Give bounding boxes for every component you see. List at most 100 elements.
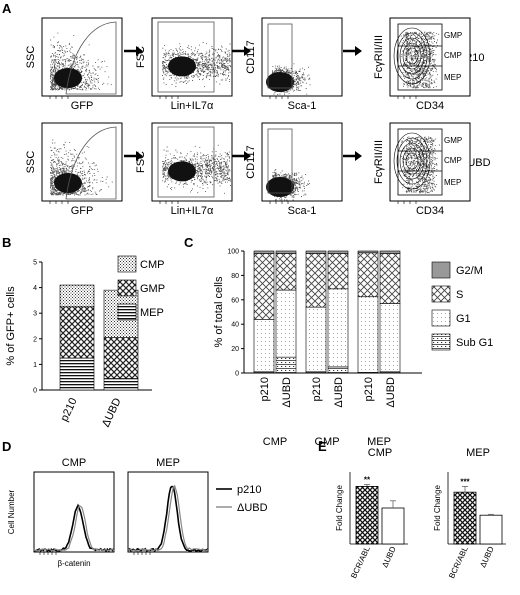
- bar-segment: [379, 303, 401, 373]
- bar: [355, 485, 379, 545]
- contour-line: [393, 27, 431, 85]
- x-tick-label: p210: [311, 377, 323, 401]
- x-tick-label: p210: [58, 396, 79, 423]
- group-label: CMP: [263, 436, 287, 448]
- gate-label-gmp: GMP: [444, 31, 462, 40]
- bar-segment: [305, 306, 327, 373]
- bar-segment: [357, 250, 379, 254]
- y-axis-label: SSC: [25, 46, 37, 69]
- contour-line: [402, 147, 422, 175]
- y-axis-label: FcγRII/III: [373, 140, 385, 184]
- gate-label-mep: MEP: [444, 178, 461, 187]
- bar-segment: [253, 250, 275, 254]
- panel-b-letter: B: [2, 235, 11, 250]
- dot-plot: GFP SSC: [25, 17, 123, 112]
- dense-population: [266, 177, 294, 197]
- y-tick-label: 20: [231, 346, 239, 353]
- y-axis-label: Cell Number: [7, 489, 16, 534]
- legend-swatch: [431, 261, 451, 279]
- contour-line: [396, 137, 428, 185]
- bar-segment: [253, 253, 275, 320]
- arrow-head: [244, 46, 251, 56]
- legend-label: MEP: [140, 307, 164, 319]
- dot-plot: Sca-1 CD117: [245, 17, 343, 112]
- fold-change-chart: CMP Fold Change BCR/ABL ΔUBD **: [335, 447, 408, 580]
- bar-segment: [275, 250, 297, 254]
- panel-e: CMP Fold Change BCR/ABL ΔUBD ** MEP Fold Chang…: [335, 447, 506, 580]
- group-label: MEP: [367, 436, 391, 448]
- legend-swatch: [431, 333, 451, 351]
- y-tick-label: 1: [33, 362, 37, 369]
- histogram-curve: [33, 504, 115, 552]
- bar-segment: [327, 253, 349, 290]
- group-label: GMP: [314, 436, 339, 448]
- legend-label: G1: [456, 313, 471, 325]
- arrow-head: [355, 151, 362, 161]
- gate-outline: [65, 126, 117, 200]
- legend-label: G2/M: [456, 265, 483, 277]
- legend-label: CMP: [140, 259, 164, 271]
- legend-label: Sub G1: [456, 337, 493, 349]
- contour-line: [402, 42, 422, 70]
- plot-frame: [127, 471, 209, 553]
- y-tick-label: 4: [33, 285, 37, 292]
- histogram-plot: CMP: [33, 457, 115, 555]
- gate-box: [397, 128, 443, 196]
- bar: [479, 514, 503, 545]
- bar-segment: [275, 289, 297, 358]
- legend-label: GMP: [140, 283, 165, 295]
- histogram-plot: MEP: [127, 457, 209, 555]
- panel-d: CMP MEP Cell Number β-catenin p210 ΔUBD: [7, 457, 268, 568]
- x-tick-label: p210: [363, 377, 375, 401]
- gate-label-cmp: CMP: [444, 156, 462, 165]
- bar: [381, 507, 405, 545]
- arrow-head: [355, 46, 362, 56]
- legend-swatch: [431, 285, 451, 303]
- gate-outline: [65, 21, 117, 95]
- plot-title: MEP: [156, 457, 180, 469]
- legend-label: p210: [237, 484, 261, 496]
- contour-line: [399, 37, 425, 75]
- legend-label: ΔUBD: [237, 502, 268, 514]
- y-axis-label: Fold Change: [433, 485, 442, 531]
- panel-c-chart: 0 20 40 60 80 100 % of total cells p210 ΔUBD p210…: [213, 249, 493, 449]
- y-tick-label: 5: [33, 260, 37, 267]
- chart-title: MEP: [466, 447, 490, 459]
- plot-title: CMP: [62, 457, 86, 469]
- y-tick-label: 100: [227, 249, 239, 256]
- x-axis-label: Lin+IL7α: [171, 100, 214, 112]
- y-axis-label: SSC: [25, 151, 37, 174]
- y-axis-label: FcγRII/III: [373, 35, 385, 79]
- gate-outline: [267, 23, 293, 89]
- significance-marker: **: [364, 476, 371, 485]
- bar-segment-gmp: [103, 337, 139, 379]
- y-axis-label: % of GFP+ cells: [5, 286, 17, 366]
- bar: [453, 491, 477, 545]
- x-axis-label: Sca-1: [288, 205, 317, 217]
- y-axis-label: CD117: [245, 145, 257, 178]
- bar-segment: [379, 253, 401, 304]
- contour-line: [396, 32, 428, 80]
- gate-label-cmp: CMP: [444, 51, 462, 60]
- x-tick-label: BCR/ABL: [447, 545, 470, 580]
- y-tick-label: 80: [231, 273, 239, 280]
- legend-label: S: [456, 289, 463, 301]
- x-axis-label: β-catenin: [57, 559, 90, 568]
- x-axis-label: CD34: [416, 205, 444, 217]
- dot-plot: GFP SSC: [25, 122, 123, 217]
- dot-plot: Sca-1 CD117: [245, 122, 343, 217]
- plot-frame: [33, 471, 115, 553]
- bar-segment: [357, 252, 379, 298]
- y-tick-label: 0: [235, 371, 239, 378]
- gate-outline: [157, 126, 215, 198]
- gate-box: [397, 23, 443, 91]
- x-tick-label: ΔUBD: [281, 377, 293, 408]
- dense-population: [168, 161, 196, 182]
- y-tick-label: 40: [231, 322, 239, 329]
- contour-line: [405, 152, 419, 170]
- panel-b-chart: 0 1 2 3 4 5 % of GFP+ cells p210 ΔUBD CMP GMP MEP: [5, 255, 165, 429]
- contour-line: [393, 132, 431, 190]
- y-tick-label: 2: [33, 336, 37, 343]
